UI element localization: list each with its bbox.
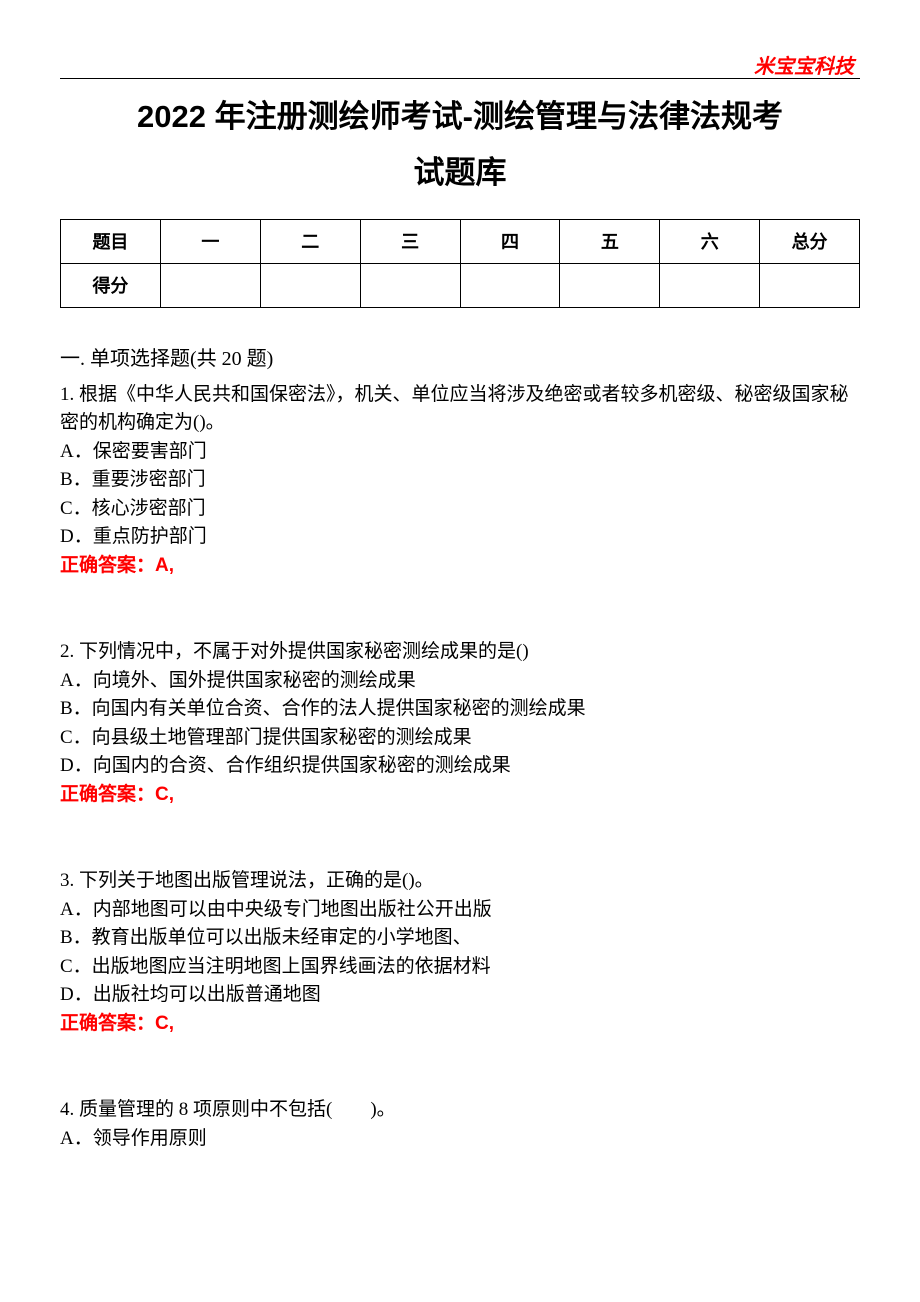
question-option: D．重点防护部门: [60, 523, 860, 552]
th-col-5: 五: [560, 219, 660, 263]
question-block: 4. 质量管理的 8 项原则中不包括( )。 A．领导作用原则: [60, 1096, 860, 1153]
question-option: B．重要涉密部门: [60, 466, 860, 495]
question-stem: 3. 下列关于地图出版管理说法，正确的是()。: [60, 867, 860, 896]
question-stem: 1. 根据《中华人民共和国保密法》，机关、单位应当将涉及绝密或者较多机密级、秘密…: [60, 381, 860, 438]
question-option: C．向县级土地管理部门提供国家秘密的测绘成果: [60, 724, 860, 753]
table-score-row: 得分: [61, 263, 860, 307]
question-option: B．向国内有关单位合资、合作的法人提供国家秘密的测绘成果: [60, 695, 860, 724]
th-col-4: 四: [460, 219, 560, 263]
question-option: D．出版社均可以出版普通地图: [60, 981, 860, 1010]
score-table: 题目 一 二 三 四 五 六 总分 得分: [60, 219, 860, 308]
th-col-3: 三: [360, 219, 460, 263]
question-option: A．保密要害部门: [60, 438, 860, 467]
top-divider: [60, 78, 860, 79]
question-option: D．向国内的合资、合作组织提供国家秘密的测绘成果: [60, 752, 860, 781]
title-line-2: 试题库: [414, 155, 507, 190]
th-label: 题目: [61, 219, 161, 263]
td-row-label: 得分: [61, 263, 161, 307]
document-title: 2022 年注册测绘师考试-测绘管理与法律法规考 试题库: [60, 89, 860, 201]
table-header-row: 题目 一 二 三 四 五 六 总分: [61, 219, 860, 263]
th-total: 总分: [760, 219, 860, 263]
question-option: B．教育出版单位可以出版未经审定的小学地图、: [60, 924, 860, 953]
question-stem: 4. 质量管理的 8 项原则中不包括( )。: [60, 1096, 860, 1125]
td-cell: [360, 263, 460, 307]
question-option: C．核心涉密部门: [60, 495, 860, 524]
question-block: 2. 下列情况中，不属于对外提供国家秘密测绘成果的是() A．向境外、国外提供国…: [60, 638, 860, 809]
td-cell: [160, 263, 260, 307]
question-option: C．出版地图应当注明地图上国界线画法的依据材料: [60, 953, 860, 982]
th-col-1: 一: [160, 219, 260, 263]
question-answer: 正确答案：A,: [60, 552, 860, 581]
td-cell: [260, 263, 360, 307]
question-option: A．向境外、国外提供国家秘密的测绘成果: [60, 667, 860, 696]
td-cell: [460, 263, 560, 307]
document-page: 米宝宝科技 2022 年注册测绘师考试-测绘管理与法律法规考 试题库 题目 一 …: [0, 0, 920, 1302]
td-cell: [660, 263, 760, 307]
question-option: A．内部地图可以由中央级专门地图出版社公开出版: [60, 896, 860, 925]
question-answer: 正确答案：C,: [60, 781, 860, 810]
question-answer: 正确答案：C,: [60, 1010, 860, 1039]
td-cell: [560, 263, 660, 307]
th-col-6: 六: [660, 219, 760, 263]
question-block: 3. 下列关于地图出版管理说法，正确的是()。 A．内部地图可以由中央级专门地图…: [60, 867, 860, 1038]
question-block: 1. 根据《中华人民共和国保密法》，机关、单位应当将涉及绝密或者较多机密级、秘密…: [60, 381, 860, 581]
question-stem: 2. 下列情况中，不属于对外提供国家秘密测绘成果的是(): [60, 638, 860, 667]
title-line-1: 2022 年注册测绘师考试-测绘管理与法律法规考: [137, 99, 783, 134]
section-heading: 一. 单项选择题(共 20 题): [60, 342, 860, 371]
th-col-2: 二: [260, 219, 360, 263]
question-option: A．领导作用原则: [60, 1125, 860, 1154]
watermark: 米宝宝科技: [754, 50, 854, 79]
td-cell: [760, 263, 860, 307]
